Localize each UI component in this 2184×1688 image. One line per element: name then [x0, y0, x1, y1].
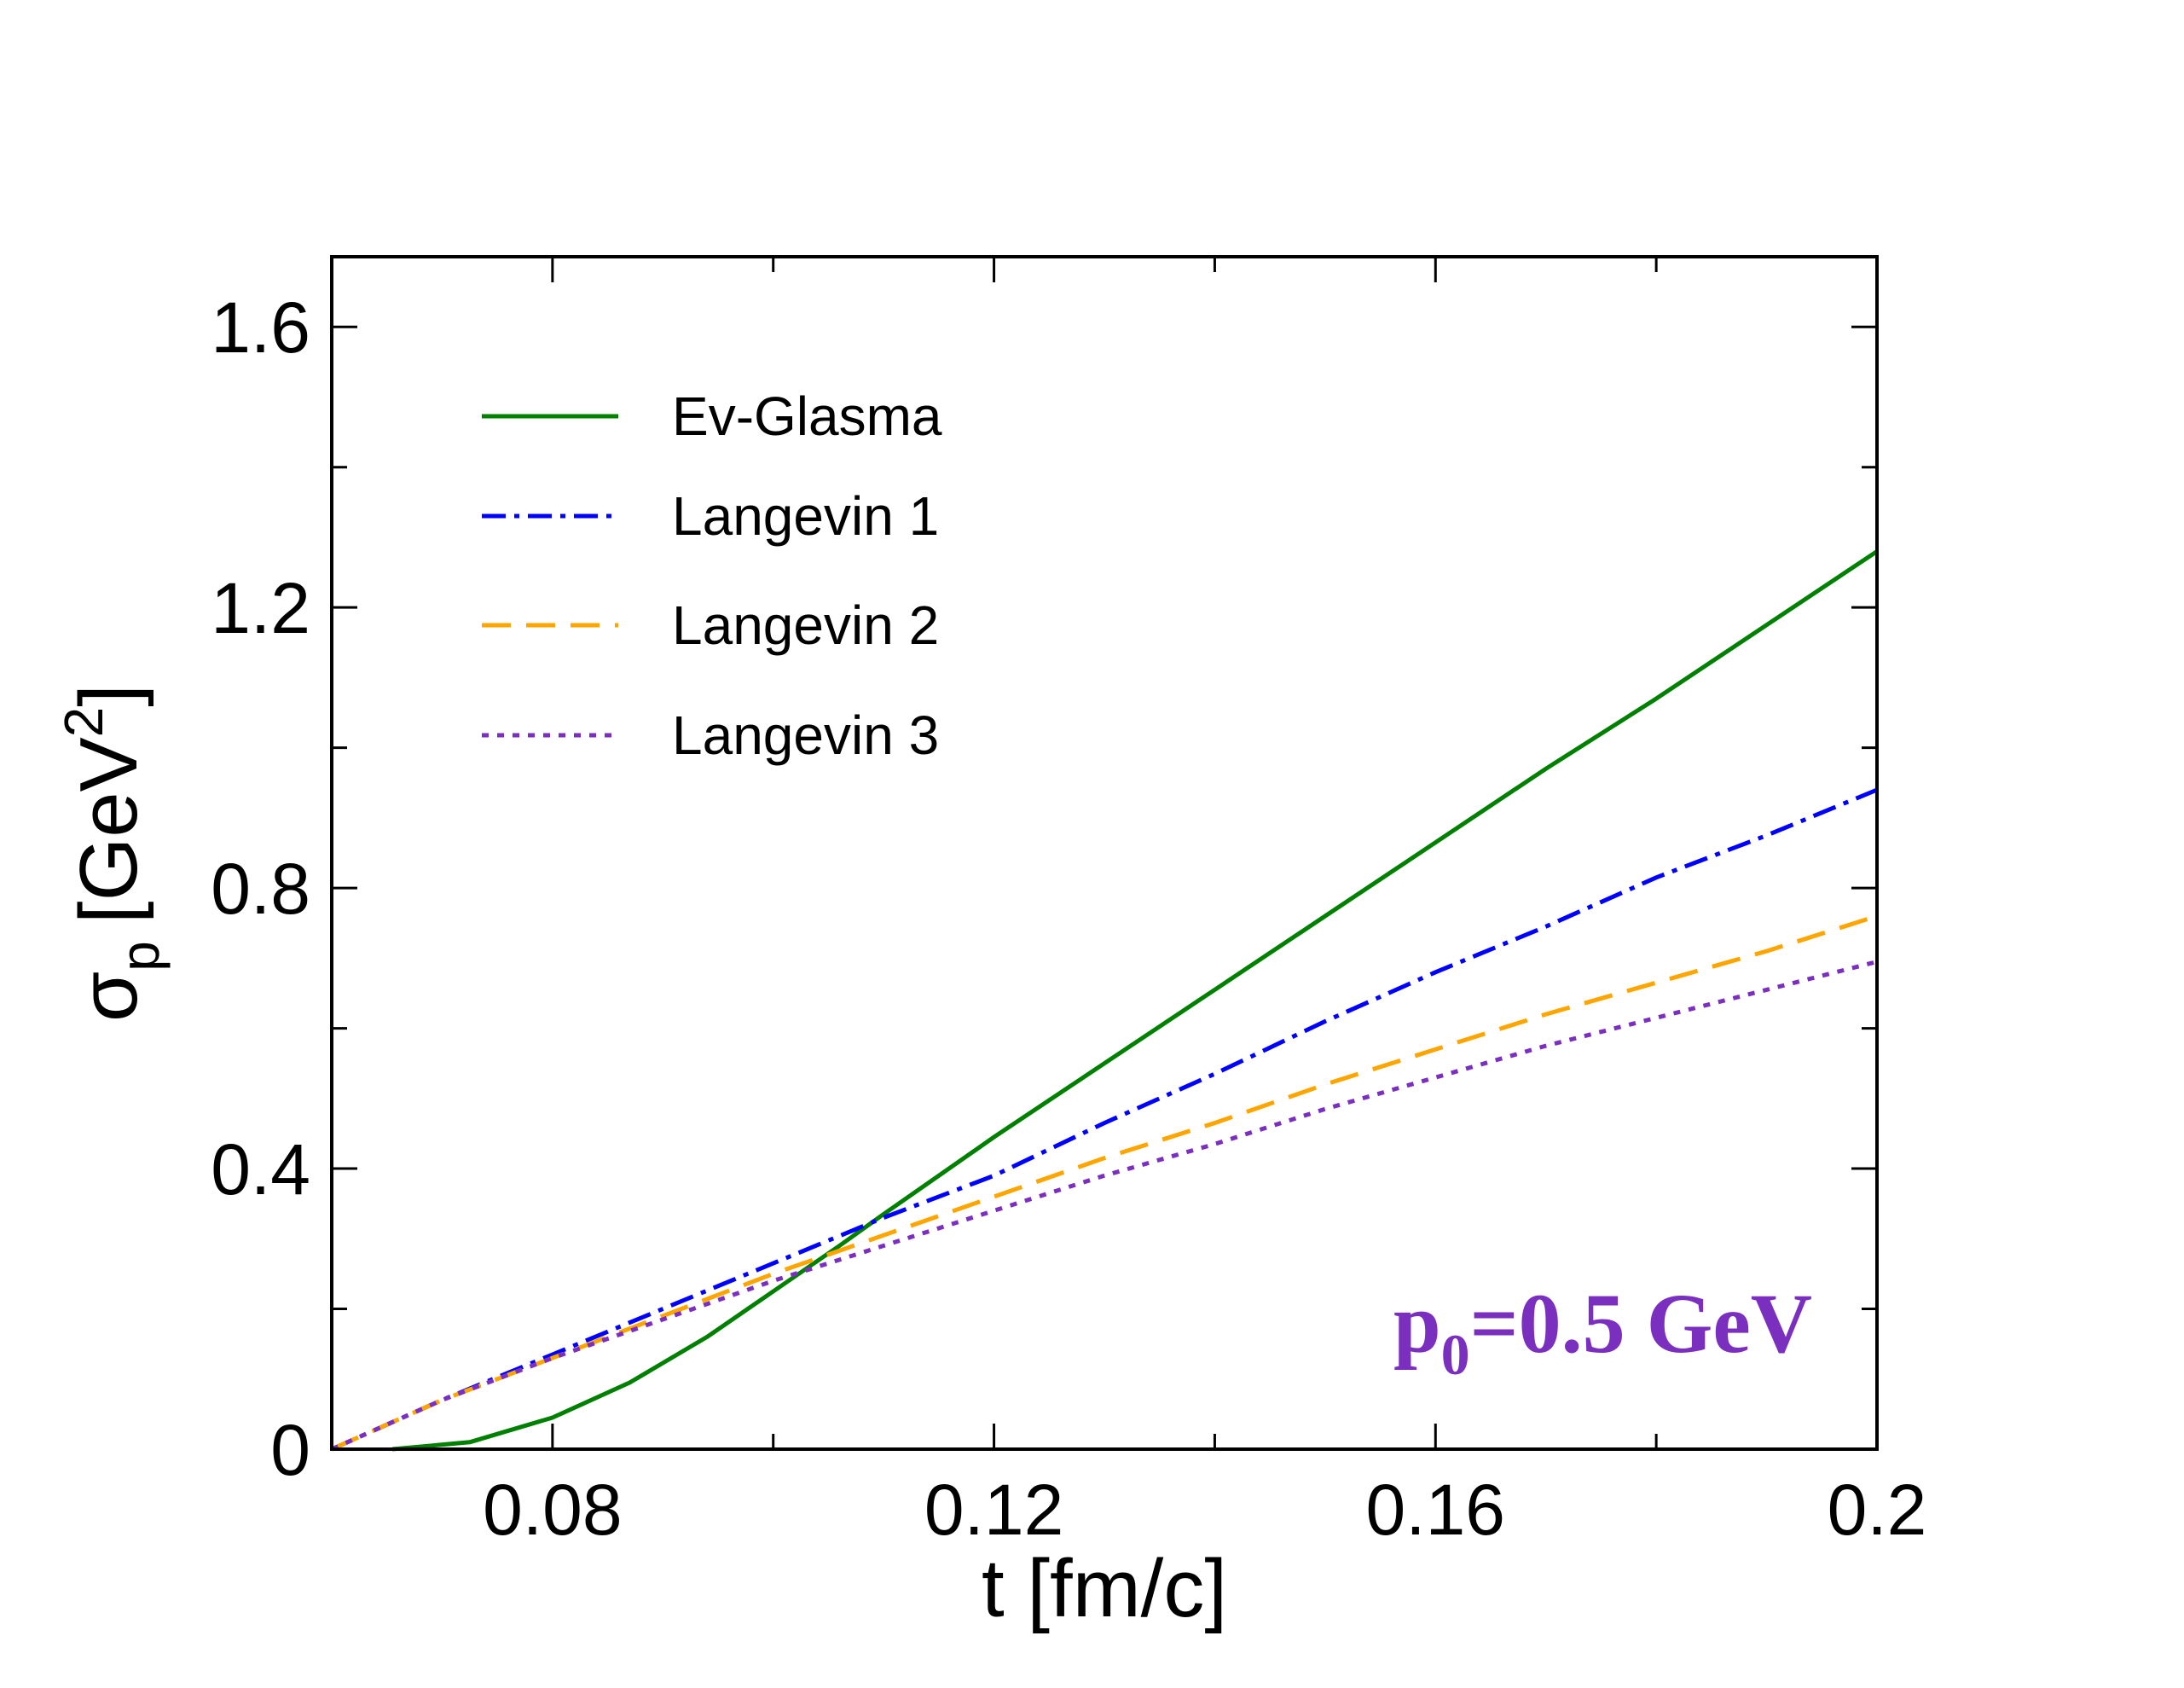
x-axis-label: t [fm/c]: [982, 1543, 1227, 1634]
x-tick-label: 0.08: [483, 1470, 623, 1550]
y-axis-label: σp [GeV2]: [53, 684, 171, 1022]
y-tick-label: 1.2: [211, 568, 310, 648]
y-axis-subscript: p: [109, 941, 171, 972]
x-tick-label: 0.12: [924, 1470, 1064, 1550]
legend: Ev-Glasma Langevin 1 Langevin 2 Langevin 3: [482, 386, 942, 766]
annotation-subscript: 0: [1441, 1322, 1470, 1387]
legend-label-langevin-2: Langevin 2: [672, 595, 939, 656]
legend-label-langevin-3: Langevin 3: [672, 705, 939, 766]
series-line-langevin-3: [330, 960, 1878, 1452]
legend-label-ev-glasma: Ev-Glasma: [672, 386, 942, 447]
y-axis-unit-suffix: ]: [63, 684, 154, 707]
series-line-ev-glasma: [391, 549, 1879, 1452]
plot-frame: [330, 255, 1879, 1451]
y-tick-label: 0.8: [211, 849, 310, 929]
y-axis-unit-superscript: 2: [53, 707, 114, 738]
annotation-base: p: [1393, 1276, 1441, 1371]
x-tick-label: 0.16: [1366, 1470, 1506, 1550]
series-line-langevin-1: [330, 787, 1878, 1452]
legend-label-langevin-1: Langevin 1: [672, 485, 939, 547]
tick-labels: 0.08 0.12 0.16 0.2 0 0.4 0.8 1.2 1.6: [211, 287, 1926, 1550]
annotation-p0: p0=0.5 GeV: [1393, 1276, 1812, 1387]
annotation-rest: =0.5 GeV: [1470, 1276, 1812, 1371]
y-tick-label: 0.4: [211, 1129, 310, 1209]
y-axis-symbol: σ: [63, 972, 154, 1022]
y-tick-label: 1.6: [211, 287, 310, 368]
y-axis-unit-prefix: [GeV: [63, 737, 154, 924]
x-tick-label: 0.2: [1828, 1470, 1927, 1550]
y-tick-label: 0: [270, 1410, 310, 1490]
series-lines: [330, 549, 1879, 1452]
